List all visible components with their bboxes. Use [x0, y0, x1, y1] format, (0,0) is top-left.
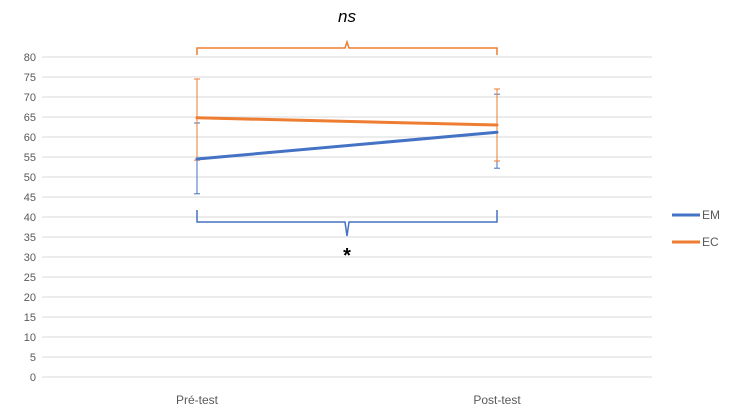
legend-label-ec: EC [702, 235, 719, 249]
x-tick-label: Pré-test [176, 393, 219, 407]
y-tick-label: 20 [24, 292, 36, 304]
y-tick-label: 75 [24, 72, 36, 84]
significance-star: * [343, 245, 351, 267]
y-tick-label: 55 [24, 152, 36, 164]
series-lines [195, 116, 499, 161]
y-axis: 0 5 10 15 20 25 30 35 40 45 50 55 60 65 70 75 80 [24, 52, 36, 384]
legend-label-em: EM [702, 208, 720, 222]
y-tick-label: 65 [24, 112, 36, 124]
y-tick-label: 5 [30, 352, 36, 364]
y-tick-label: 50 [24, 172, 36, 184]
y-tick-label: 45 [24, 192, 36, 204]
ns-label: ns [338, 7, 356, 26]
y-tick-label: 25 [24, 272, 36, 284]
y-tick-label: 0 [30, 372, 36, 384]
x-axis: Pré-test Post-test [176, 393, 521, 407]
series-line-ec [195, 116, 499, 127]
y-tick-label: 70 [24, 92, 36, 104]
y-tick-label: 60 [24, 132, 36, 144]
significance-brackets: ns * [196, 7, 498, 267]
x-tick-label: Post-test [473, 393, 521, 407]
y-tick-label: 10 [24, 332, 36, 344]
legend: EM EC [672, 208, 720, 249]
top-bracket [196, 39, 498, 55]
gridlines [42, 56, 652, 378]
y-tick-label: 15 [24, 312, 36, 324]
series-line-em [195, 130, 499, 161]
y-tick-label: 35 [24, 232, 36, 244]
y-tick-label: 40 [24, 212, 36, 224]
y-tick-label: 30 [24, 252, 36, 264]
bottom-bracket [196, 210, 498, 237]
y-tick-label: 80 [24, 52, 36, 64]
